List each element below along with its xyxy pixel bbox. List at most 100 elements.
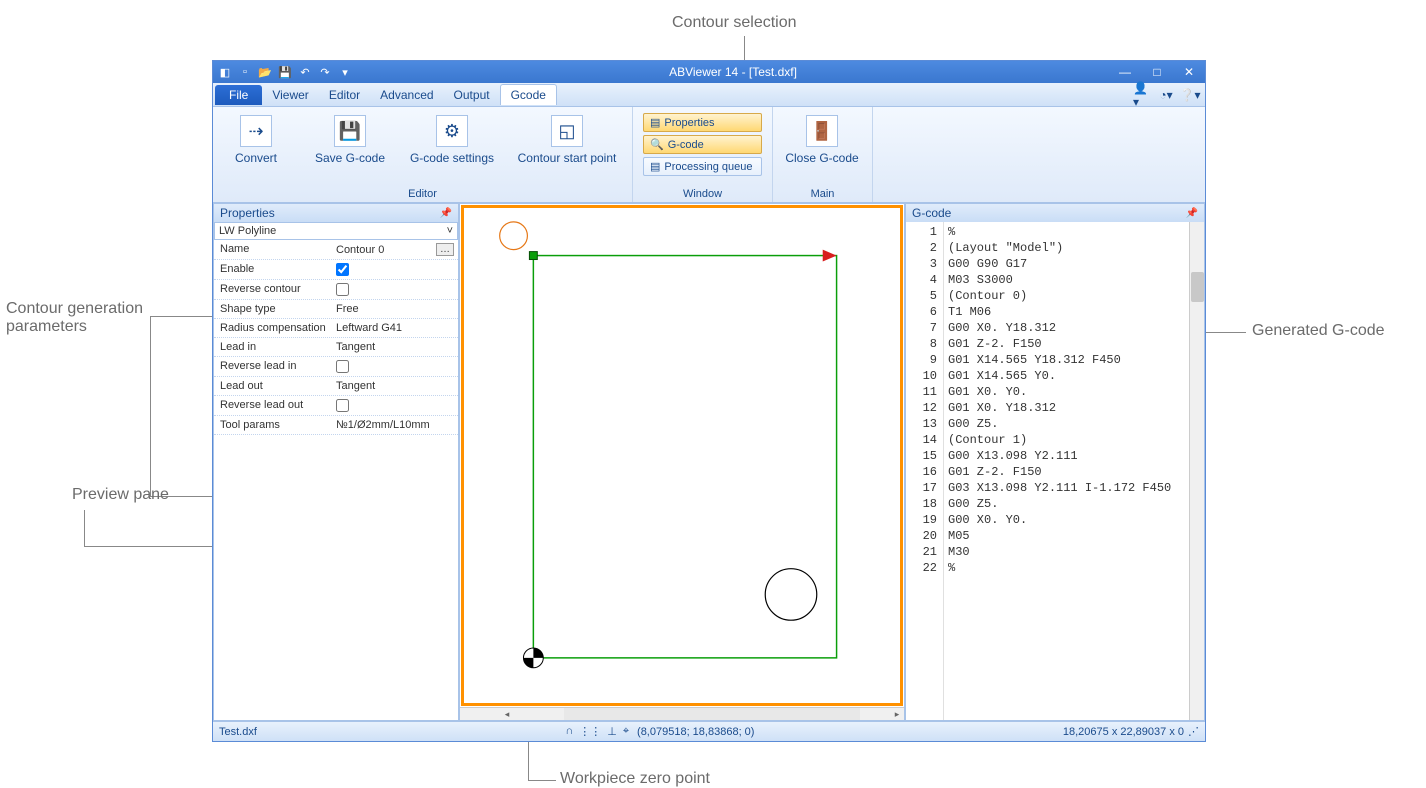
tab-gcode[interactable]: Gcode <box>500 84 557 105</box>
reverse-lead-out-checkbox[interactable] <box>336 399 349 412</box>
prop-row-reverse-lead-out: Reverse lead out <box>214 396 458 416</box>
reverse-contour-checkbox[interactable] <box>336 283 349 296</box>
ribbon-group-label: Window <box>639 186 766 202</box>
grid-icon[interactable]: ⋮⋮ <box>579 725 601 738</box>
vertical-scrollbar[interactable] <box>1189 222 1204 720</box>
scroll-thumb[interactable] <box>1191 272 1204 302</box>
entity-type-combo[interactable]: LW Polyline ˅ <box>214 222 458 240</box>
prop-value[interactable]: №1/Ø2mm/L10mm <box>332 416 458 434</box>
properties-toggle-button[interactable]: ▤Properties <box>643 113 762 132</box>
scroll-left-arrow[interactable]: ◂ <box>500 708 514 720</box>
ortho-icon[interactable]: ⊥ <box>607 725 617 738</box>
workarea: Properties 📌 LW Polyline ˅ Name Contour … <box>213 203 1205 721</box>
properties-panel: Properties 📌 LW Polyline ˅ Name Contour … <box>213 203 459 721</box>
titlebar: ◧ ▫ 📂 💾 ↶ ↷ ▾ ABViewer 14 - [Test.dxf] —… <box>213 61 1205 83</box>
queue-icon: ▤ <box>650 160 660 173</box>
snap-icon[interactable]: ∩ <box>565 725 573 738</box>
prop-row-enable: Enable <box>214 260 458 280</box>
callout-text: Contour generation <box>6 300 143 318</box>
redo-icon[interactable]: ↷ <box>317 64 333 80</box>
prop-row-reverse-lead-in: Reverse lead in <box>214 357 458 377</box>
ellipsis-button[interactable]: … <box>436 243 454 256</box>
btn-label: Properties <box>664 117 714 129</box>
value-text: Contour 0 <box>336 244 384 256</box>
tab-advanced[interactable]: Advanced <box>370 85 443 105</box>
prop-key: Radius compensation <box>214 319 332 337</box>
undo-icon[interactable]: ↶ <box>297 64 313 80</box>
horizontal-scrollbar[interactable]: ◂ ▸ <box>460 707 904 720</box>
prop-key: Lead in <box>214 338 332 356</box>
prop-key: Shape type <box>214 300 332 318</box>
status-icons: ∩ ⋮⋮ ⊥ ⌖ <box>565 725 629 738</box>
convert-button[interactable]: ⇢ Convert <box>219 115 293 165</box>
prop-key: Reverse lead out <box>214 396 332 415</box>
reverse-lead-in-checkbox[interactable] <box>336 360 349 373</box>
ribbon-label: Contour start point <box>518 151 617 165</box>
app-icon[interactable]: ◧ <box>217 64 233 80</box>
resize-grip-icon[interactable]: ⋰ <box>1188 725 1199 738</box>
prop-value[interactable]: Tangent <box>332 377 458 395</box>
close-gcode-button[interactable]: 🚪 Close G-code <box>779 115 865 165</box>
app-window: ◧ ▫ 📂 💾 ↶ ↷ ▾ ABViewer 14 - [Test.dxf] —… <box>212 60 1206 742</box>
tab-viewer[interactable]: Viewer <box>262 85 318 105</box>
scroll-right-arrow[interactable]: ▸ <box>890 708 904 720</box>
contour-start-icon: ◱ <box>551 115 583 147</box>
prop-row-tool-params: Tool params №1/Ø2mm/L10mm <box>214 416 458 435</box>
callout-line <box>528 780 556 781</box>
save-icon[interactable]: 💾 <box>277 64 293 80</box>
ribbon-tabs: File Viewer Editor Advanced Output Gcode… <box>213 83 1205 107</box>
callout-generated-gcode: Generated G-code <box>1252 322 1385 340</box>
tab-editor[interactable]: Editor <box>319 85 370 105</box>
callout-line <box>1200 332 1246 333</box>
gcode-settings-button[interactable]: ⚙ G-code settings <box>407 115 497 165</box>
prop-value[interactable]: Free <box>332 300 458 318</box>
prop-key: Tool params <box>214 416 332 434</box>
prop-value[interactable]: Tangent <box>332 338 458 356</box>
ribbon-group-main: 🚪 Close G-code Main <box>773 107 873 202</box>
ribbon-label: G-code settings <box>410 151 494 165</box>
menubar-right-icons: 👤▾ ◔▾ ❔▾ <box>1133 86 1205 104</box>
panel-title: G-code <box>912 206 951 220</box>
callout-workpiece-zero: Workpiece zero point <box>560 770 710 788</box>
prop-key: Reverse contour <box>214 280 332 299</box>
prop-key: Enable <box>214 260 332 279</box>
pin-icon[interactable]: 📌 <box>440 208 452 219</box>
prop-row-lead-out: Lead out Tangent <box>214 377 458 396</box>
gcode-toggle-button[interactable]: 🔍G-code <box>643 135 762 154</box>
ribbon: ⇢ Convert 💾 Save G-code ⚙ G-code setting… <box>213 107 1205 203</box>
user-icon[interactable]: 👤▾ <box>1133 86 1151 104</box>
ribbon-label: Convert <box>235 151 277 165</box>
tab-output[interactable]: Output <box>444 85 500 105</box>
contour-start-button[interactable]: ◱ Contour start point <box>517 115 617 165</box>
pin-icon[interactable]: 📌 <box>1186 208 1198 219</box>
prop-value[interactable]: Leftward G41 <box>332 319 458 337</box>
properties-body: LW Polyline ˅ Name Contour 0… Enable Rev… <box>214 222 458 720</box>
convert-icon: ⇢ <box>240 115 272 147</box>
quick-access-toolbar: ◧ ▫ 📂 💾 ↶ ↷ ▾ <box>213 64 357 80</box>
file-menu-button[interactable]: File <box>215 85 262 105</box>
processing-queue-button[interactable]: ▤Processing queue <box>643 157 762 176</box>
open-icon[interactable]: 📂 <box>257 64 273 80</box>
close-button[interactable]: ✕ <box>1173 61 1205 83</box>
system-buttons: — □ ✕ <box>1109 61 1205 83</box>
callout-line <box>150 316 151 496</box>
ribbon-label: Save G-code <box>315 151 385 165</box>
qat-dropdown-icon[interactable]: ▾ <box>337 64 353 80</box>
polar-icon[interactable]: ⌖ <box>623 725 629 738</box>
preview-viewport[interactable] <box>461 205 903 706</box>
status-filename: Test.dxf <box>219 726 257 738</box>
preview-drawing <box>464 208 900 703</box>
enable-checkbox[interactable] <box>336 263 349 276</box>
prop-row-lead-in: Lead in Tangent <box>214 338 458 357</box>
new-icon[interactable]: ▫ <box>237 64 253 80</box>
help-icon[interactable]: ❔▾ <box>1181 86 1199 104</box>
preview-panel: ◂ ▸ <box>459 203 905 721</box>
callout-line <box>150 316 212 317</box>
save-gcode-button[interactable]: 💾 Save G-code <box>313 115 387 165</box>
callout-text: parameters <box>6 318 143 336</box>
gcode-editor[interactable]: 12345678910111213141516171819202122 %(La… <box>906 222 1204 720</box>
status-extents: 18,20675 x 22,89037 x 0 <box>1063 726 1184 738</box>
prop-key: Reverse lead in <box>214 357 332 376</box>
style-icon[interactable]: ◔▾ <box>1157 86 1175 104</box>
prop-value[interactable]: Contour 0 … <box>332 240 458 259</box>
